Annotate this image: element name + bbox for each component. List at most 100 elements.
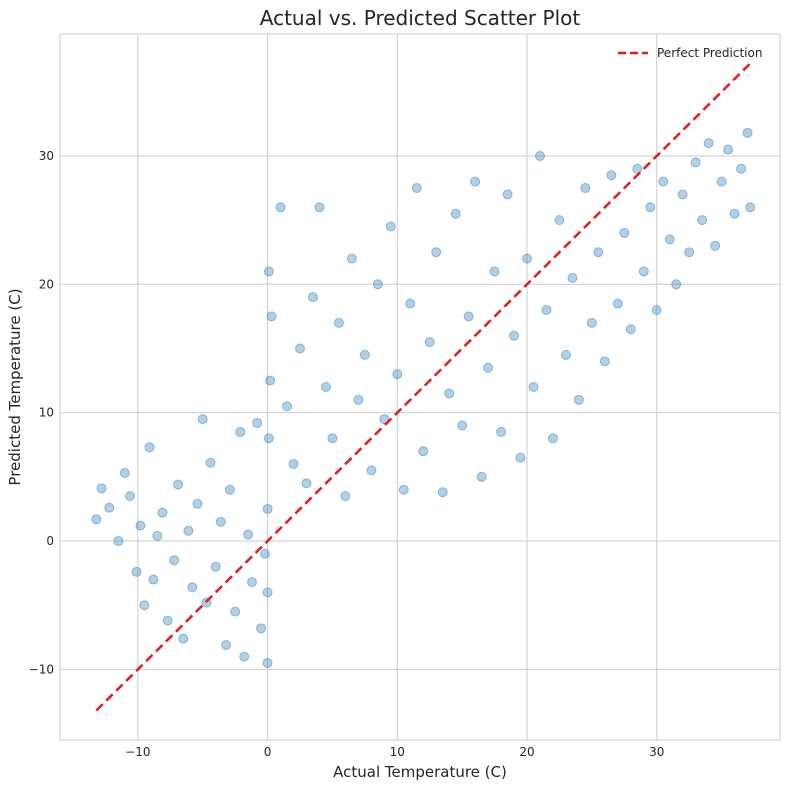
data-point	[560, 349, 571, 360]
data-point	[265, 375, 276, 386]
data-point	[162, 615, 173, 626]
data-point	[697, 215, 708, 226]
data-point	[221, 640, 232, 651]
legend-label-perfect-prediction: Perfect Prediction	[657, 46, 762, 60]
data-point	[476, 471, 487, 482]
data-point	[398, 484, 409, 495]
data-point	[567, 272, 578, 283]
data-point	[664, 234, 675, 245]
data-point	[224, 484, 235, 495]
data-point	[119, 468, 130, 479]
data-point	[215, 516, 226, 527]
data-point	[599, 356, 610, 367]
data-point	[528, 382, 539, 392]
data-point	[509, 330, 520, 341]
data-point	[625, 324, 636, 335]
data-point	[496, 426, 507, 437]
data-point	[745, 202, 756, 213]
data-point	[541, 304, 552, 315]
grid	[60, 34, 780, 740]
data-point	[645, 202, 656, 213]
data-point	[263, 433, 274, 444]
data-point	[295, 343, 305, 354]
data-point	[235, 426, 246, 437]
data-point	[113, 536, 124, 547]
data-point	[131, 566, 142, 577]
data-point	[392, 369, 403, 380]
data-point	[703, 138, 714, 149]
x-tick-labels: −10 0 10 20 30	[125, 745, 664, 759]
data-point	[586, 317, 597, 328]
data-point	[554, 215, 565, 226]
data-point	[431, 247, 442, 258]
data-point	[405, 298, 416, 309]
data-point	[411, 183, 422, 194]
data-point	[671, 279, 682, 290]
data-point	[535, 150, 545, 161]
data-point	[205, 457, 216, 468]
data-point	[320, 382, 331, 392]
data-point	[658, 176, 669, 187]
data-point	[307, 292, 318, 303]
data-point	[157, 507, 168, 518]
y-tick-labels: −10 0 10 20 30	[29, 149, 54, 676]
data-point	[379, 414, 390, 425]
data-point	[710, 240, 721, 251]
data-point	[259, 548, 270, 559]
y-tick-label: 30	[39, 149, 54, 163]
data-point	[256, 623, 267, 634]
x-axis-label: Actual Temperature (C)	[333, 763, 507, 781]
data-point	[424, 337, 435, 348]
data-point	[736, 163, 747, 174]
data-point	[515, 452, 526, 463]
data-point	[502, 189, 513, 200]
data-point	[210, 561, 221, 572]
data-point	[152, 530, 163, 541]
data-point	[346, 253, 357, 264]
data-point	[263, 266, 274, 277]
data-point	[266, 311, 277, 322]
data-point	[353, 394, 364, 405]
data-point	[262, 587, 273, 598]
data-point	[125, 491, 136, 502]
y-tick-label: 0	[46, 534, 54, 548]
data-point	[288, 459, 299, 470]
data-point	[239, 651, 250, 662]
data-point	[262, 657, 273, 668]
data-point	[104, 502, 115, 513]
data-point	[187, 582, 198, 593]
data-point	[262, 503, 273, 514]
data-point	[638, 266, 649, 277]
data-point	[385, 221, 396, 232]
data-point	[684, 247, 695, 258]
y-tick-label: 10	[39, 406, 54, 420]
x-tick-label: 30	[649, 745, 664, 759]
data-point	[183, 525, 194, 536]
data-point	[606, 170, 617, 181]
data-point	[580, 183, 591, 194]
data-point	[275, 202, 286, 213]
data-point	[450, 208, 461, 219]
y-tick-label: 20	[39, 277, 54, 291]
data-point	[247, 577, 257, 588]
data-point	[457, 420, 468, 431]
data-point	[483, 362, 494, 373]
data-point	[139, 600, 150, 611]
data-point	[197, 414, 208, 425]
data-point	[327, 433, 338, 444]
scatter-points	[91, 127, 756, 668]
data-point	[547, 433, 558, 444]
data-point	[252, 417, 263, 428]
data-point	[91, 514, 102, 525]
data-point	[230, 606, 241, 617]
data-point	[96, 483, 107, 494]
y-axis-label: Predicted Temperature (C)	[6, 288, 24, 485]
data-point	[612, 298, 623, 309]
data-point	[729, 208, 740, 219]
data-point	[418, 446, 429, 457]
data-point	[372, 279, 383, 290]
data-point	[444, 388, 455, 399]
data-point	[619, 227, 630, 238]
data-point	[463, 311, 474, 322]
